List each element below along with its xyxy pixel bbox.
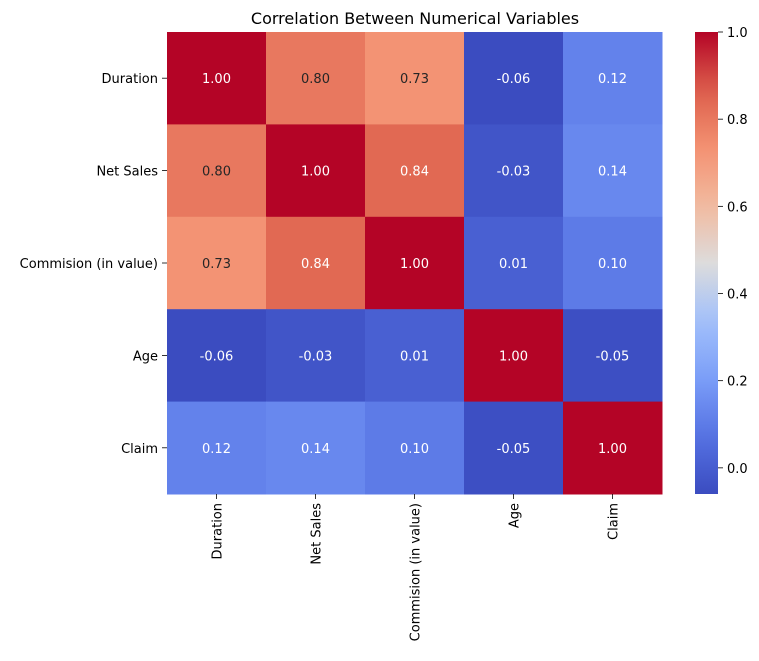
colorbar-gradient — [695, 32, 718, 494]
cell-value-label: 1.00 — [400, 257, 429, 272]
x-tick-label: Net Sales — [310, 503, 325, 565]
x-tick-label: Commision (in value) — [409, 503, 424, 641]
heatmap-cell — [464, 309, 564, 403]
heatmap-cell — [563, 309, 663, 403]
heatmap-cell — [464, 124, 564, 218]
heatmap-cell — [266, 124, 366, 218]
cell-value-label: 0.10 — [400, 442, 429, 457]
heatmap-cell — [167, 309, 267, 403]
cell-value-label: 1.00 — [202, 72, 231, 87]
heatmap-cell — [266, 309, 366, 403]
colorbar-tick-label: 0.2 — [727, 375, 748, 390]
cell-value-label: 0.01 — [400, 349, 429, 364]
cell-value-label: 0.10 — [598, 257, 627, 272]
heatmap-cell — [563, 32, 663, 125]
cell-value-label: -0.05 — [596, 349, 630, 364]
cell-value-label: 0.12 — [202, 442, 231, 457]
heatmap-cell — [266, 401, 366, 495]
y-tick-label: Claim — [121, 442, 158, 457]
heatmap-cell — [365, 309, 465, 403]
x-tick-labels: Duration Net Sales Commision (in value) Age… — [211, 494, 622, 641]
colorbar-tick-label: 0.8 — [727, 113, 748, 128]
heatmap-cell — [365, 216, 465, 310]
x-tick-label: Age — [508, 503, 523, 528]
cell-value-label: 1.00 — [499, 349, 528, 364]
y-tick-label: Net Sales — [96, 165, 158, 180]
cell-value-label: 1.00 — [301, 165, 330, 180]
heatmap-cell — [563, 216, 663, 310]
heatmap-cell — [167, 216, 267, 310]
cell-value-label: 0.84 — [400, 165, 429, 180]
y-tick-label: Age — [133, 349, 158, 364]
y-tick-labels: Duration Net Sales Commision (in value) Age… — [20, 72, 167, 457]
cell-value-label: 0.80 — [301, 72, 330, 87]
colorbar-tick-label: 0.4 — [727, 288, 748, 303]
heatmap-cell — [266, 216, 366, 310]
cell-value-label: -0.06 — [497, 72, 531, 87]
cell-value-label: 0.01 — [499, 257, 528, 272]
cell-value-label: -0.03 — [299, 349, 333, 364]
cell-value-label: 0.12 — [598, 72, 627, 87]
cell-value-label: -0.05 — [497, 442, 531, 457]
heatmap-cell — [266, 32, 366, 125]
heatmap-cell — [563, 401, 663, 495]
heatmap-cell — [167, 124, 267, 218]
heatmap-cell — [365, 32, 465, 125]
y-tick-label: Duration — [102, 72, 158, 87]
colorbar-tick-label: 0.0 — [727, 462, 748, 477]
cell-value-label: 1.00 — [598, 442, 627, 457]
cell-value-label: 0.14 — [598, 165, 627, 180]
heatmap-cell — [464, 216, 564, 310]
cell-value-label: -0.03 — [497, 165, 531, 180]
heatmap-cells: 1.00 0.80 0.73 -0.06 0.12 0.80 1.00 0.84 -0.03 0.… — [167, 32, 663, 495]
heatmap-cell — [464, 401, 564, 495]
cell-value-label: 0.73 — [400, 72, 429, 87]
cell-value-label: 0.14 — [301, 442, 330, 457]
cell-value-label: 0.84 — [301, 257, 330, 272]
chart-title: Correlation Between Numerical Variables — [251, 9, 579, 28]
cell-value-label: -0.06 — [200, 349, 234, 364]
colorbar: 0.0 0.2 0.4 0.6 0.8 1.0 — [695, 26, 748, 494]
cell-value-label: 0.73 — [202, 257, 231, 272]
heatmap-cell — [167, 401, 267, 495]
heatmap-cell — [365, 124, 465, 218]
x-tick-label: Claim — [607, 503, 622, 540]
x-tick-label: Duration — [211, 503, 226, 559]
heatmap-cell — [563, 124, 663, 218]
colorbar-tick-label: 1.0 — [727, 26, 748, 41]
heatmap-cell — [365, 401, 465, 495]
heatmap-cell — [464, 32, 564, 125]
colorbar-tick-label: 0.6 — [727, 200, 748, 215]
y-tick-label: Commision (in value) — [20, 257, 158, 272]
heatmap-cell — [167, 32, 267, 125]
cell-value-label: 0.80 — [202, 165, 231, 180]
